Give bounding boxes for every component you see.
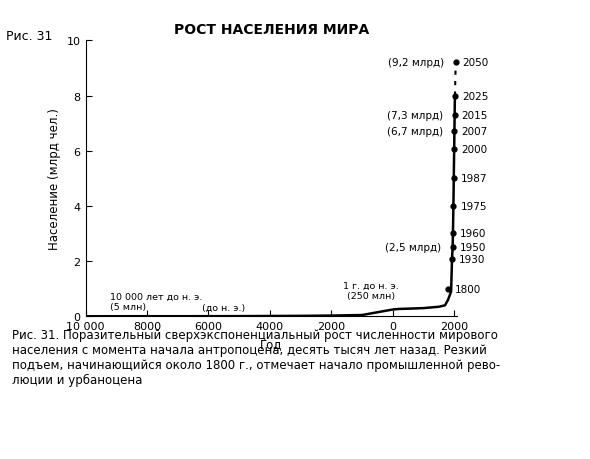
- Y-axis label: Население (млрд чел.): Население (млрд чел.): [48, 108, 61, 250]
- Text: (7,3 млрд): (7,3 млрд): [388, 111, 444, 121]
- Text: 2007: 2007: [461, 127, 487, 137]
- Text: 10 000 лет до н. э.
(5 млн): 10 000 лет до н. э. (5 млн): [110, 292, 202, 312]
- Text: (9,2 млрд): (9,2 млрд): [388, 58, 445, 68]
- Text: 2000: 2000: [461, 145, 487, 155]
- Title: РОСТ НАСЕЛЕНИЯ МИРА: РОСТ НАСЕЛЕНИЯ МИРА: [174, 23, 369, 37]
- Text: 2050: 2050: [463, 58, 489, 68]
- Text: 1950: 1950: [460, 243, 486, 253]
- Text: Рис. 31. Поразительный сверхэкспоненциальный рост численности мирового
населения: Рис. 31. Поразительный сверхэкспоненциал…: [12, 328, 500, 386]
- Text: (2,5 млрд): (2,5 млрд): [385, 243, 441, 253]
- Text: Рис. 31: Рис. 31: [6, 30, 53, 43]
- Text: 1800: 1800: [455, 284, 481, 294]
- Text: 2025: 2025: [462, 91, 489, 101]
- Text: (до н. э.): (до н. э.): [202, 303, 245, 312]
- X-axis label: Год: Год: [260, 337, 283, 350]
- Text: 1975: 1975: [460, 202, 487, 212]
- Text: (6,7 млрд): (6,7 млрд): [387, 127, 443, 137]
- Text: 1987: 1987: [461, 174, 487, 184]
- Text: 1930: 1930: [459, 255, 486, 265]
- Text: 1 г. до н. э.
(250 млн): 1 г. до н. э. (250 млн): [343, 281, 399, 300]
- Text: 1960: 1960: [460, 229, 486, 239]
- Text: 2015: 2015: [461, 111, 488, 121]
